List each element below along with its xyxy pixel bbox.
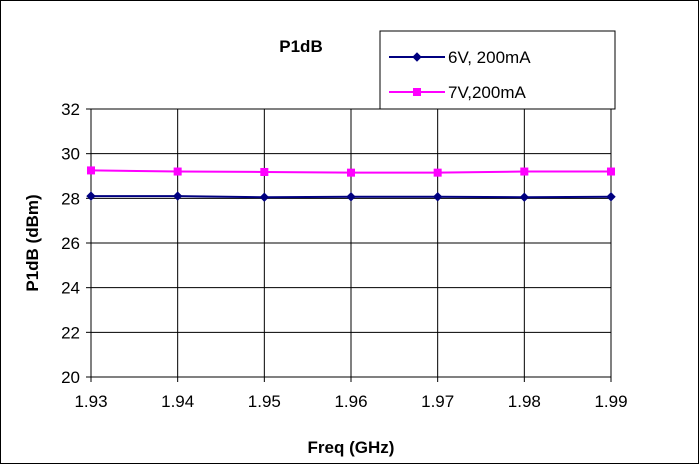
series-1-point <box>259 192 270 202</box>
legend-label: 7V,200mA <box>448 83 526 102</box>
legend-entry-1: 6V, 200mA <box>389 48 531 67</box>
series-1-point <box>519 192 530 202</box>
x-tick-label: 1.98 <box>508 392 541 411</box>
series-2-point <box>433 168 442 177</box>
y-tick-label: 24 <box>61 279 80 298</box>
x-tick-label: 1.96 <box>334 392 367 411</box>
x-axis-title: Freq (GHz) <box>308 438 395 457</box>
y-tick-label: 32 <box>61 100 80 119</box>
series-1-point <box>86 191 96 201</box>
x-axis-ticks: 1.93 1.94 1.95 1.96 1.97 1.98 1.99 <box>74 377 628 411</box>
legend-marker <box>412 52 422 62</box>
x-tick-label: 1.97 <box>421 392 454 411</box>
series-2-point <box>260 167 269 176</box>
series-2-point <box>607 167 615 176</box>
series-2-point <box>87 166 95 175</box>
legend-entries: 6V, 200mA 7V,200mA <box>389 48 531 102</box>
series-1 <box>86 191 616 202</box>
x-tick-label: 1.95 <box>248 392 281 411</box>
legend-marker <box>413 88 421 96</box>
x-tick-label: 1.94 <box>161 392 194 411</box>
y-tick-label: 22 <box>61 323 80 342</box>
x-tick-label: 1.99 <box>594 392 627 411</box>
series-2-point <box>520 167 529 176</box>
y-tick-label: 28 <box>61 189 80 208</box>
series-2-point <box>173 167 182 176</box>
legend: 6V, 200mA 7V,200mA <box>379 30 616 110</box>
chart-title: P1dB <box>279 37 322 56</box>
x-tick-label: 1.93 <box>74 392 107 411</box>
series-1-point <box>346 192 356 202</box>
series-2 <box>87 166 615 177</box>
y-axis-title: P1dB (dBm) <box>23 194 42 291</box>
y-tick-label: 26 <box>61 234 80 253</box>
y-tick-label: 30 <box>61 145 80 164</box>
legend-label: 6V, 200mA <box>448 48 531 67</box>
legend-entry-2: 7V,200mA <box>389 83 526 102</box>
series-layer <box>86 166 616 202</box>
series-2-point <box>347 168 355 177</box>
series-1-point <box>172 191 183 201</box>
y-tick-label: 20 <box>61 368 80 387</box>
y-axis-ticks: 20 22 24 26 28 30 32 <box>61 100 91 387</box>
series-1-point <box>432 192 443 202</box>
series-1-point <box>606 192 616 202</box>
